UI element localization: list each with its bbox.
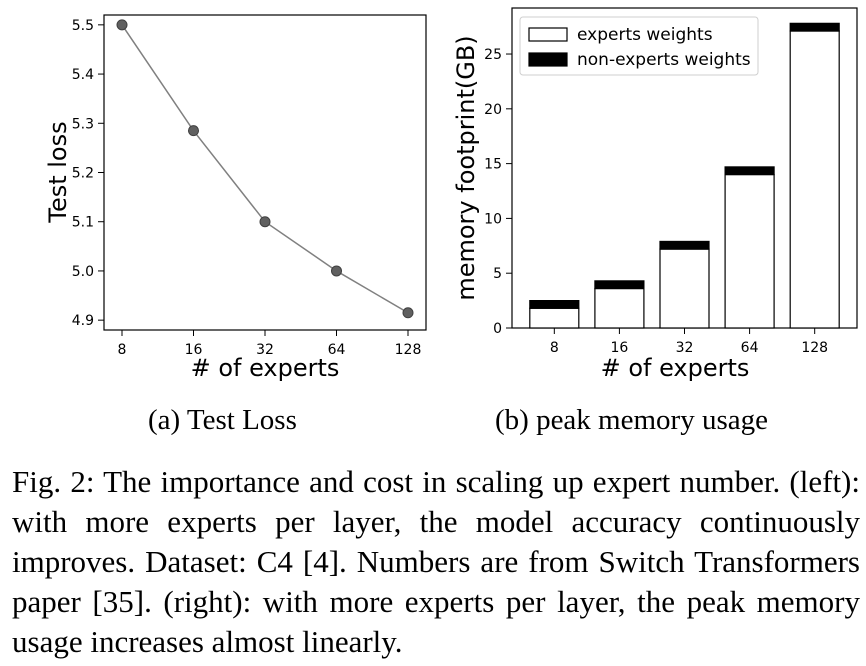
x-tick-label: 64 [741,340,759,356]
legend-label-non-experts-weights: non-experts weights [577,50,751,70]
bar-non-experts-weights [659,240,710,250]
bar-experts-weights [659,248,710,329]
subcaption-a: (a) Test Loss [148,404,297,436]
test-loss-y-axis-label: Test loss [44,121,72,223]
bar-experts-weights [724,173,775,329]
x-tick-label: 8 [550,340,559,356]
bar-non-experts-weights [724,166,775,176]
bar-non-experts-weights [529,300,580,309]
y-tick-label: 15 [484,157,502,173]
y-tick-label: 5.1 [72,215,94,231]
y-tick-label: 5.2 [72,166,94,182]
test-loss-point [331,265,342,277]
memory-legend: experts weights non-experts weights [519,16,759,76]
y-tick-label: 5.5 [72,18,94,34]
y-tick-label: 25 [484,47,502,63]
test-loss-points [116,19,414,319]
x-tick-label: 128 [801,340,828,356]
y-tick-label: 5.0 [72,264,94,280]
test-loss-point [116,19,128,31]
x-tick-label: 32 [676,340,694,356]
bar-non-experts-weights [789,22,840,32]
test-loss-plot-frame [103,14,427,331]
x-tick-label: 8 [118,342,127,358]
test-loss-point [188,125,199,137]
y-tick-label: 10 [484,211,502,227]
y-tick-label: 5.3 [72,116,94,132]
y-tick-label: 5 [493,266,502,282]
x-tick-label: 128 [395,342,422,358]
legend-swatch-non-experts-weights [528,52,568,67]
legend-swatch-experts-weights [528,27,568,42]
memory-y-axis-label: memory footprint(GB) [452,35,480,300]
test-loss-x-axis-label: # of experts [191,354,340,382]
test-loss-point [402,307,414,319]
memory-y-ticks: 0 5 10 15 20 25 [484,47,512,337]
y-tick-label: 20 [484,102,502,118]
figure-caption: Fig. 2: The importance and cost in scali… [12,464,860,659]
test-loss-point [259,216,271,228]
x-tick-label: 16 [185,342,203,358]
memory-x-axis-label: # of experts [601,354,750,382]
test-loss-y-ticks: 4.9 5.0 5.1 5.2 5.3 5.4 5.5 [72,18,104,329]
y-tick-label: 0 [493,321,502,337]
memory-footprint-chart: 0 5 10 15 20 25 8 16 32 64 128 # of experts memor… [452,7,858,382]
legend-label-experts-weights: experts weights [577,25,713,45]
y-tick-label: 4.9 [72,313,94,329]
legend-frame [519,16,759,76]
x-tick-label: 16 [610,340,628,356]
x-tick-label: 64 [328,342,346,358]
test-loss-series-line [121,24,409,314]
test-loss-x-ticks: 8 16 32 64 128 [118,330,422,358]
bar-experts-weights [594,287,645,329]
test-loss-chart: 4.9 5.0 5.1 5.2 5.3 5.4 5.5 8 16 32 64 128 # of ex… [44,14,427,382]
x-tick-label: 32 [256,342,274,358]
bar-experts-weights [529,307,580,329]
bar-experts-weights [789,30,840,329]
bar-non-experts-weights [594,280,645,290]
subcaption-b: (b) peak memory usage [495,404,768,436]
memory-x-ticks: 8 16 32 64 128 [550,328,828,356]
memory-bars [529,22,840,329]
figure-charts: 4.9 5.0 5.1 5.2 5.3 5.4 5.5 8 16 32 64 128 # of ex… [44,7,858,382]
y-tick-label: 5.4 [72,67,94,83]
